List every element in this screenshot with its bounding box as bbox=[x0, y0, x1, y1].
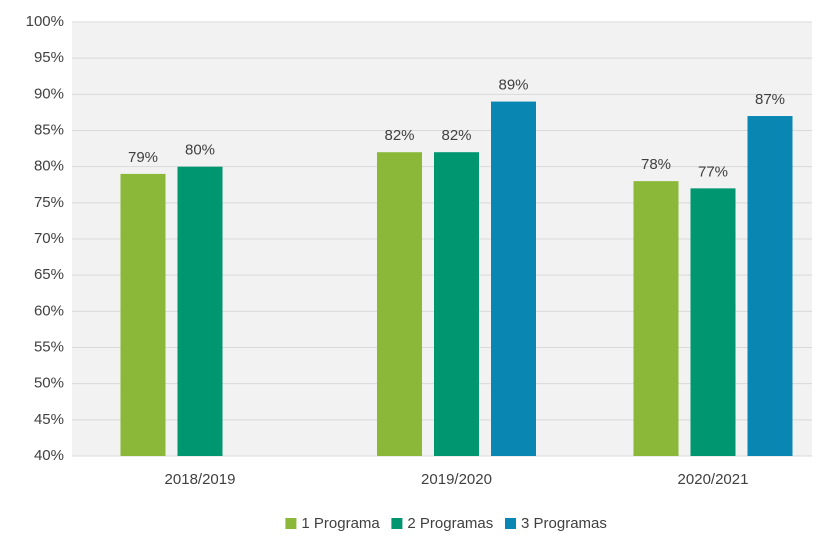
legend-swatch bbox=[285, 518, 297, 529]
x-tick-label: 2019/2020 bbox=[421, 471, 492, 488]
bar bbox=[690, 188, 736, 456]
data-label: 87% bbox=[755, 91, 785, 108]
bar bbox=[491, 101, 536, 457]
legend-label: 2 Programas bbox=[407, 515, 493, 532]
data-label: 77% bbox=[698, 163, 728, 180]
y-tick-label: 75% bbox=[34, 194, 64, 211]
y-tick-label: 70% bbox=[34, 230, 64, 247]
legend-swatch bbox=[505, 518, 516, 529]
y-tick-label: 60% bbox=[34, 302, 64, 319]
y-tick-label: 95% bbox=[34, 49, 64, 66]
bar bbox=[177, 166, 223, 456]
y-tick-label: 80% bbox=[34, 158, 64, 175]
y-tick-label: 85% bbox=[34, 121, 64, 138]
y-tick-label: 65% bbox=[34, 266, 64, 283]
bar bbox=[434, 152, 479, 456]
bar bbox=[633, 181, 679, 456]
bar bbox=[377, 152, 422, 456]
data-label: 78% bbox=[641, 156, 671, 173]
bar bbox=[747, 116, 793, 457]
x-tick-label: 2018/2019 bbox=[165, 471, 236, 488]
y-tick-label: 45% bbox=[34, 411, 64, 428]
bar bbox=[120, 173, 166, 456]
legend-swatch bbox=[391, 518, 403, 529]
data-label: 82% bbox=[441, 127, 471, 144]
y-tick-label: 90% bbox=[34, 85, 64, 102]
data-label: 89% bbox=[498, 77, 528, 94]
legend-label: 3 Programas bbox=[521, 515, 607, 532]
y-tick-label: 100% bbox=[26, 13, 64, 30]
data-label: 82% bbox=[384, 127, 414, 144]
y-tick-label: 55% bbox=[34, 338, 64, 355]
data-label: 80% bbox=[185, 142, 215, 159]
x-tick-label: 2020/2021 bbox=[678, 471, 749, 488]
y-tick-label: 40% bbox=[34, 447, 64, 464]
data-label: 79% bbox=[128, 149, 158, 166]
y-tick-label: 50% bbox=[34, 375, 64, 392]
legend-label: 1 Programa bbox=[301, 515, 380, 532]
